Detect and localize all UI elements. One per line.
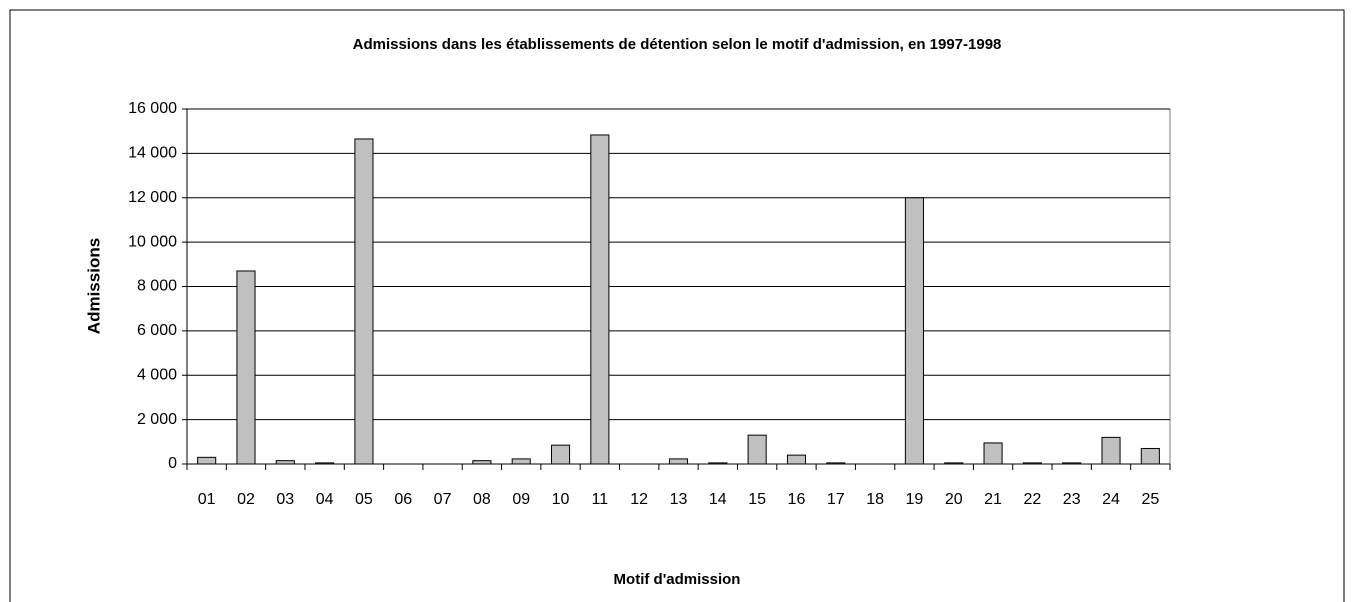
y-tick-label: 14 000 bbox=[128, 145, 177, 162]
x-tick-label: 14 bbox=[709, 491, 727, 508]
bar bbox=[904, 197, 924, 465]
bar bbox=[1140, 447, 1160, 465]
bar bbox=[236, 270, 256, 465]
y-tick-label: 6 000 bbox=[137, 322, 177, 339]
x-tick-label: 05 bbox=[355, 491, 373, 508]
bar bbox=[550, 444, 571, 465]
x-tick-label: 20 bbox=[945, 491, 963, 508]
bar bbox=[275, 460, 295, 465]
bar bbox=[197, 456, 217, 465]
bar bbox=[1062, 462, 1082, 465]
x-tick-label: 17 bbox=[827, 491, 845, 508]
bar bbox=[944, 462, 964, 465]
x-tick-label: 03 bbox=[276, 491, 294, 508]
x-axis-label: Motif d'admission bbox=[614, 571, 741, 588]
x-tick-label: 01 bbox=[198, 491, 216, 508]
bar bbox=[786, 454, 807, 465]
x-tick-label: 18 bbox=[866, 491, 884, 508]
bar bbox=[1022, 462, 1042, 465]
x-tick-label: 07 bbox=[434, 491, 452, 508]
x-tick-label: 10 bbox=[552, 491, 570, 508]
x-tick-label: 13 bbox=[670, 491, 688, 508]
x-tick-label: 22 bbox=[1023, 491, 1041, 508]
x-tick-label: 06 bbox=[394, 491, 412, 508]
x-tick-label: 11 bbox=[592, 491, 609, 508]
bar bbox=[708, 462, 728, 465]
bar bbox=[472, 460, 492, 465]
y-tick-label: 4 000 bbox=[137, 366, 177, 383]
x-tick-label: 16 bbox=[788, 491, 806, 508]
x-tick-label: 15 bbox=[748, 491, 766, 508]
bar bbox=[315, 462, 335, 465]
y-axis-label: Admissions bbox=[84, 238, 103, 334]
x-tick-label: 09 bbox=[512, 491, 530, 508]
y-tick-label: 8 000 bbox=[137, 278, 177, 295]
y-tick-label: 16 000 bbox=[128, 100, 177, 117]
x-tick-label: 02 bbox=[237, 491, 255, 508]
bar bbox=[354, 138, 374, 465]
x-tick-label: 12 bbox=[630, 491, 648, 508]
bar bbox=[1101, 436, 1121, 465]
bar bbox=[826, 462, 846, 465]
bar bbox=[983, 442, 1003, 465]
x-tick-label: 23 bbox=[1063, 491, 1081, 508]
x-tick-label: 25 bbox=[1141, 491, 1159, 508]
bar bbox=[590, 134, 610, 465]
bar bbox=[511, 458, 531, 465]
chart-frame bbox=[9, 9, 1345, 602]
y-tick-label: 2 000 bbox=[137, 411, 177, 428]
chart-title: Admissions dans les établissements de dé… bbox=[353, 36, 1002, 53]
y-tick-label: 10 000 bbox=[128, 233, 177, 250]
x-tick-label: 04 bbox=[316, 491, 334, 508]
bar bbox=[747, 434, 767, 465]
y-tick-label: 0 bbox=[168, 455, 177, 472]
y-tick-label: 12 000 bbox=[128, 189, 177, 206]
x-tick-label: 08 bbox=[473, 491, 491, 508]
x-tick-label: 19 bbox=[906, 491, 924, 508]
x-tick-label: 21 bbox=[984, 491, 1002, 508]
x-tick-label: 24 bbox=[1102, 491, 1120, 508]
bar bbox=[668, 458, 689, 465]
